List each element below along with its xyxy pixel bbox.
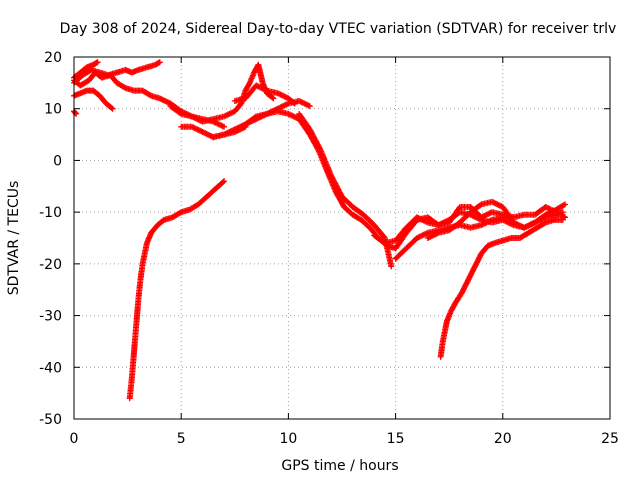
data-point-marker: [560, 202, 567, 209]
data-series-6: [126, 178, 228, 402]
data-point-marker: [261, 112, 268, 119]
y-axis-ticks: -50 -40 -30 -20 -10 0 10 20: [39, 50, 610, 428]
data-point-marker: [562, 201, 568, 208]
data-point-marker: [526, 222, 533, 229]
x-tick-label: 20: [494, 431, 512, 447]
x-tick-label: 5: [177, 431, 186, 447]
data-series-12: [296, 110, 395, 270]
data-point-marker: [549, 208, 556, 215]
y-tick-label: -40: [39, 360, 62, 376]
data-point-marker: [270, 95, 277, 102]
data-point-marker: [281, 93, 288, 100]
data-point-marker: [258, 113, 265, 120]
y-tick-label: -20: [39, 257, 62, 273]
data-point-marker: [108, 104, 115, 111]
data-point-marker: [380, 233, 387, 240]
data-point-marker: [493, 200, 500, 207]
x-tick-label: 0: [70, 431, 79, 447]
data-point-marker: [482, 212, 489, 219]
y-tick-label: -50: [39, 412, 62, 428]
data-point-marker: [198, 128, 205, 135]
data-point-marker: [278, 103, 285, 110]
data-point-marker: [109, 105, 116, 112]
data-point-marker: [218, 122, 225, 129]
data-point-marker: [221, 123, 228, 130]
x-tick-label: 15: [387, 431, 405, 447]
data-point-marker: [238, 125, 245, 132]
plot-frame: [73, 56, 611, 420]
data-point-marker: [301, 100, 308, 107]
data-point-marker: [546, 209, 553, 216]
x-tick-label: 25: [601, 431, 619, 447]
data-point-marker: [258, 85, 265, 91]
data-point-marker: [477, 202, 484, 209]
chart-title: Day 308 of 2024, Sidereal Day-to-day VTE…: [60, 21, 617, 37]
data-point-marker: [121, 84, 128, 91]
y-tick-label: 20: [44, 50, 62, 66]
data-point-marker: [473, 214, 479, 221]
data-point-marker: [160, 97, 167, 104]
x-axis-ticks: 0 5 10 15 20 25: [70, 57, 619, 447]
data-point-marker: [495, 202, 502, 208]
data-point-marker: [278, 92, 285, 99]
data-point-marker: [241, 124, 248, 131]
data-point-marker: [221, 113, 228, 120]
y-tick-label: -10: [39, 205, 62, 221]
data-point-marker: [292, 114, 299, 121]
data-point-marker: [510, 214, 517, 221]
data-point-marker: [415, 234, 422, 241]
data-series-7: [167, 61, 277, 125]
x-axis-label: GPS time / hours: [281, 458, 398, 474]
data-point-marker: [221, 178, 228, 185]
data-point-marker: [388, 263, 395, 270]
y-tick-label: 10: [44, 102, 62, 118]
data-point-marker: [529, 220, 536, 227]
data-point-marker: [261, 86, 268, 93]
data-series-4: [71, 87, 116, 112]
data-point-marker: [156, 59, 163, 66]
data-series-14: [392, 204, 568, 252]
data-point-marker: [220, 179, 226, 186]
data-point-marker: [72, 110, 79, 116]
x-tick-label: 10: [279, 431, 297, 447]
data-point-marker: [559, 216, 566, 223]
data-series-2: [71, 59, 163, 86]
data-point-marker: [291, 100, 298, 107]
data-point-marker: [191, 125, 198, 132]
data-point-marker: [479, 213, 486, 220]
data-point-marker: [201, 129, 207, 136]
data-point-marker: [306, 103, 313, 110]
data-point-marker: [281, 102, 288, 109]
y-tick-label: 0: [53, 153, 62, 169]
data-series-9: [231, 82, 298, 107]
data-point-marker: [177, 110, 183, 116]
data-point-marker: [269, 94, 276, 101]
y-axis-label: SDTVAR / TECUs: [6, 181, 22, 296]
data-point-marker: [284, 101, 291, 108]
data-point-marker: [231, 129, 238, 135]
data-points: [71, 59, 568, 402]
data-point-marker: [246, 81, 253, 88]
data-series-16: [392, 214, 517, 262]
data-point-marker: [158, 96, 165, 102]
data-point-marker: [560, 213, 567, 220]
y-tick-label: -30: [39, 309, 62, 325]
data-point-marker: [290, 99, 297, 106]
data-point-marker: [486, 218, 493, 225]
data-series-17: [437, 216, 566, 360]
data-point-marker: [234, 127, 241, 134]
data-point-marker: [94, 59, 101, 66]
